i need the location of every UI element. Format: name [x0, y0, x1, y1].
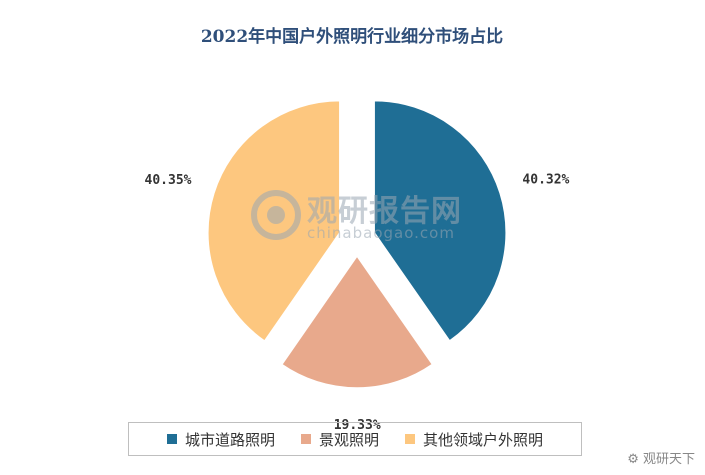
legend-item-road: 城市道路照明 [166, 429, 275, 450]
slice-landscape [280, 254, 434, 389]
corner-watermark-text: 观研天下 [642, 452, 695, 467]
legend-label-road: 城市道路照明 [184, 430, 275, 449]
chart-title: 2022年中国户外照明行业细分市场占比 [200, 27, 504, 47]
corner-watermark-icon: ⚙ [627, 452, 639, 467]
slice-other [207, 99, 341, 343]
legend-label-landscape: 景观照明 [318, 430, 379, 449]
corner-watermark: ⚙ 观研天下 [627, 448, 695, 467]
legend-swatch-other [405, 434, 415, 444]
legend: 城市道路照明 景观照明 其他领域户外照明 [128, 422, 582, 456]
data-label-other: 40.35% [145, 173, 192, 188]
pie-chart: 40.32% 19.33% 40.35% [145, 99, 570, 433]
legend-label-other: 其他领域户外照明 [423, 430, 544, 449]
data-label-road: 40.32% [522, 173, 569, 188]
legend-swatch-road [166, 434, 177, 444]
legend-item-other: 其他领域户外照明 [405, 429, 543, 450]
legend-item-landscape: 景观照明 [300, 429, 379, 450]
chart-frame: 2022年中国户外照明行业细分市场占比 40.32% 19.33% 40.35% 观… [6, 6, 698, 468]
data-label-landscape: 19.33% [334, 418, 381, 433]
legend-swatch-landscape [300, 434, 311, 444]
slice-road [373, 99, 507, 342]
